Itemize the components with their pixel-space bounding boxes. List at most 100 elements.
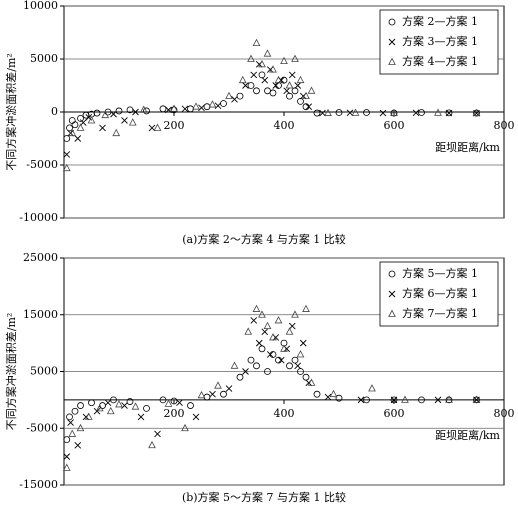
point — [302, 103, 310, 111]
point — [269, 65, 277, 73]
legend-label: 方案 3—方案 1 — [402, 34, 478, 48]
point — [363, 109, 370, 116]
point — [67, 419, 74, 426]
point — [329, 389, 338, 398]
point — [269, 89, 277, 97]
legend-marker — [388, 270, 396, 278]
point — [277, 356, 285, 364]
point — [181, 105, 189, 113]
point — [253, 362, 260, 370]
point — [244, 327, 253, 335]
point — [79, 119, 87, 126]
point — [104, 399, 112, 407]
point — [390, 396, 398, 404]
point — [242, 82, 249, 89]
point — [472, 395, 481, 403]
point — [88, 399, 95, 407]
point — [274, 75, 283, 84]
point — [258, 345, 266, 353]
legend-box — [379, 9, 499, 75]
legend-marker — [388, 57, 396, 65]
point — [63, 436, 71, 444]
point — [445, 109, 453, 117]
point — [87, 116, 96, 124]
legend-label: 方案 6—方案 1 — [402, 286, 478, 300]
point — [291, 310, 299, 318]
point — [208, 100, 217, 108]
point — [99, 124, 106, 132]
point — [143, 107, 150, 115]
y-tick-label: -10000 — [19, 211, 58, 224]
point — [299, 339, 307, 347]
point — [472, 108, 481, 116]
point — [121, 117, 128, 124]
point — [66, 124, 73, 132]
point — [236, 373, 244, 381]
series — [62, 38, 481, 172]
x-tick-label: 200 — [164, 407, 185, 420]
point — [170, 106, 178, 114]
point — [170, 397, 178, 405]
point — [62, 163, 71, 172]
series — [62, 304, 481, 471]
point — [214, 102, 222, 109]
point — [220, 390, 227, 398]
point — [68, 128, 77, 137]
point — [412, 109, 420, 117]
y-tick-label: 0 — [51, 105, 58, 118]
x-tick-label: 400 — [274, 407, 295, 420]
point — [307, 378, 316, 386]
point — [176, 399, 183, 407]
point — [137, 413, 145, 421]
point — [143, 404, 150, 412]
point — [261, 328, 269, 336]
point — [209, 390, 216, 398]
point — [74, 441, 82, 449]
point — [264, 368, 271, 375]
point — [159, 396, 167, 404]
point — [319, 109, 326, 117]
point — [263, 321, 272, 330]
point — [473, 396, 480, 404]
point — [286, 362, 293, 370]
point — [85, 113, 93, 121]
point — [154, 430, 161, 438]
x-tick-label: 800 — [494, 407, 515, 420]
legend-label: 方案 4—方案 1 — [402, 54, 478, 68]
point — [159, 105, 167, 113]
point — [187, 402, 194, 409]
point — [291, 356, 299, 364]
point — [139, 105, 148, 113]
point — [280, 56, 288, 65]
point — [198, 104, 205, 112]
point — [71, 407, 79, 415]
point — [95, 404, 104, 412]
point — [214, 381, 222, 389]
point — [296, 350, 305, 358]
legend-box — [379, 261, 499, 327]
point — [434, 108, 442, 116]
point — [63, 135, 71, 142]
point — [71, 121, 79, 129]
point — [170, 104, 178, 112]
point — [280, 344, 288, 352]
x-tick-label: 400 — [274, 119, 295, 132]
point — [253, 87, 260, 95]
point — [390, 396, 398, 404]
point — [106, 406, 115, 415]
x-tick-label: 800 — [494, 119, 515, 132]
point — [250, 317, 258, 324]
series — [63, 71, 480, 142]
y-tick-label: 25000 — [23, 251, 58, 264]
point — [291, 54, 299, 62]
point — [351, 108, 360, 116]
point — [252, 38, 261, 46]
series — [63, 60, 480, 158]
point — [66, 413, 73, 421]
x-tick-label: 600 — [384, 407, 405, 420]
point — [110, 110, 117, 118]
point — [302, 373, 310, 381]
point — [181, 423, 189, 432]
point — [225, 91, 233, 99]
